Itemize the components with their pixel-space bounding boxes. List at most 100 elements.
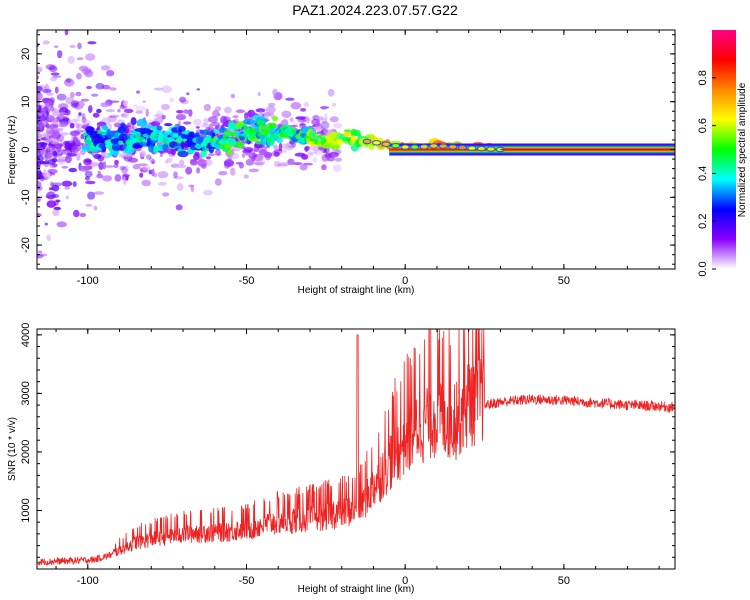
noise-blob: [61, 180, 73, 187]
noise-blob: [230, 167, 236, 176]
ridge-blob: [476, 145, 486, 152]
noise-blob: [101, 84, 111, 90]
noise-blob: [57, 143, 64, 147]
noise-blob: [75, 91, 82, 97]
ridge-blob: [272, 115, 278, 122]
ridge-blob: [391, 143, 401, 149]
noise-blob: [78, 112, 82, 116]
noise-blob: [72, 102, 80, 107]
noise-blob: [81, 117, 87, 124]
noise-blob: [141, 179, 151, 187]
noise-blob: [196, 167, 201, 174]
snr-ylabel: SNR (10 * v/v): [7, 417, 18, 481]
noise-blob: [46, 191, 56, 200]
noise-blob: [68, 167, 78, 173]
noise-blob: [282, 148, 287, 153]
noise-blob: [289, 120, 296, 123]
noise-blob: [37, 197, 41, 202]
noise-blob: [109, 87, 117, 91]
noise-blob: [55, 128, 64, 131]
noise-blob: [71, 145, 79, 154]
x-tick-label: -100: [77, 275, 99, 287]
noise-blob: [207, 153, 216, 156]
noise-blob: [327, 89, 335, 97]
noise-blob: [52, 163, 58, 167]
spectrogram-xlabel: Height of straight line (km): [298, 285, 415, 296]
noise-blob: [125, 176, 129, 181]
noise-blob: [289, 124, 298, 128]
noise-blob: [139, 172, 144, 178]
noise-blob: [214, 106, 222, 112]
noise-blob: [287, 158, 295, 165]
noise-blob: [122, 112, 129, 119]
noise-blob: [52, 75, 62, 78]
noise-blob: [37, 144, 42, 151]
noise-blob: [297, 118, 307, 123]
ridge-blob: [438, 143, 448, 149]
noise-blob: [179, 159, 185, 166]
noise-blob: [245, 158, 255, 166]
noise-blob: [175, 204, 183, 211]
noise-blob: [205, 158, 213, 167]
noise-blob: [245, 152, 249, 156]
noise-blob: [272, 88, 278, 97]
noise-blob: [300, 108, 307, 112]
colorbar-ticks: 0.0 0.2 0.4 0.6 0.8: [697, 70, 716, 277]
noise-blob: [121, 174, 131, 178]
ridge-blob: [136, 118, 148, 127]
noise-blob: [301, 154, 309, 160]
noise-blob: [51, 131, 62, 140]
y-tick-label: -10: [20, 189, 32, 205]
noise-blob: [46, 200, 57, 208]
y-tick-label: 1000: [20, 498, 32, 522]
noise-blob: [323, 128, 331, 135]
ridge-blob: [200, 150, 208, 158]
noise-blob: [156, 110, 163, 118]
colorbar-label: Normalized spectral amplitude: [737, 82, 748, 217]
noise-blob: [65, 96, 75, 105]
x-tick-label: 50: [558, 575, 570, 587]
noise-blob: [306, 116, 310, 124]
noise-blob: [47, 145, 55, 152]
noise-blob: [145, 154, 152, 160]
noise-blob: [177, 120, 181, 127]
noise-blob: [157, 182, 167, 186]
snr-ticks: -100 -50 0 50 1000 2000 3000 4000: [20, 323, 675, 587]
noise-blob: [299, 164, 308, 171]
noise-blob: [177, 113, 185, 116]
noise-blob: [59, 121, 69, 128]
colorbar-tick-label: 0.8: [697, 70, 709, 85]
noise-blob: [113, 164, 119, 168]
noise-blob: [257, 92, 261, 97]
noise-blob: [98, 161, 104, 170]
noise-blob: [265, 105, 276, 114]
noise-blob: [37, 135, 40, 139]
ridge-blob: [172, 133, 179, 138]
noise-blob: [210, 123, 214, 131]
noise-blob: [85, 180, 96, 185]
noise-blob: [141, 165, 151, 172]
noise-blob: [232, 115, 239, 119]
noise-blob: [276, 163, 288, 167]
snr-panel: -100 -50 0 50 1000 2000 3000 4000 Height of str…: [7, 323, 676, 595]
noise-blob: [122, 100, 129, 107]
noise-blob: [51, 184, 60, 192]
y-tick-label: 0: [20, 146, 32, 152]
noise-blob: [151, 158, 155, 165]
ridge-blob: [227, 149, 233, 156]
noise-blob: [56, 93, 67, 101]
noise-blob: [93, 153, 102, 160]
noise-blob: [37, 131, 40, 137]
noise-blob: [46, 234, 51, 242]
noise-blob: [164, 160, 169, 164]
noise-blob: [126, 123, 132, 127]
noise-blob: [48, 129, 54, 135]
noise-blob: [100, 65, 111, 71]
noise-blob: [83, 158, 93, 166]
noise-blob: [295, 116, 306, 120]
ridge-blob: [429, 143, 439, 149]
noise-blob: [312, 157, 317, 163]
noise-blob: [135, 105, 147, 112]
